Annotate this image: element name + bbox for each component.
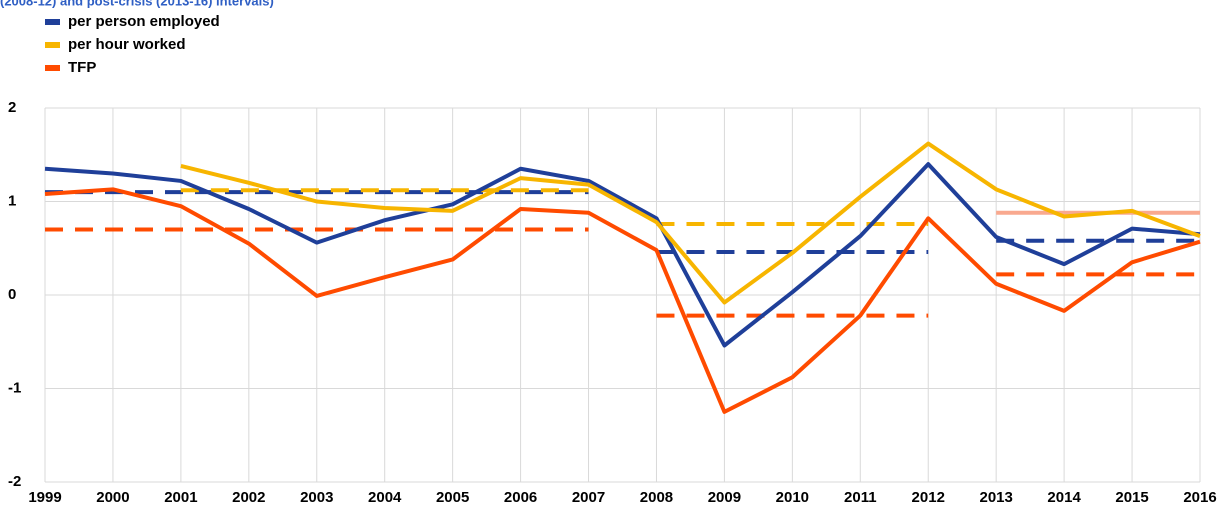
y-tick-label: -1 (8, 379, 21, 396)
x-tick-label: 2005 (436, 489, 469, 506)
x-tick-label: 2008 (640, 489, 673, 506)
x-tick-label: 2004 (368, 489, 402, 506)
series-line (44, 162, 1201, 348)
series-line (180, 141, 1201, 305)
x-tick-label: 2014 (1047, 489, 1081, 506)
series-line (44, 187, 1201, 414)
x-tick-label: 1999 (28, 489, 61, 506)
x-tick-label: 2013 (979, 489, 1012, 506)
x-tick-label: 2007 (572, 489, 605, 506)
x-tick-label: 2002 (232, 489, 265, 506)
x-tick-label: 2015 (1115, 489, 1148, 506)
x-tick-label: 2016 (1183, 489, 1216, 506)
x-tick-label: 2006 (504, 489, 537, 506)
x-tick-label: 2011 (844, 489, 877, 506)
legend-label: TFP (68, 59, 96, 76)
legend-label: per hour worked (68, 36, 186, 53)
x-tick-label: 2003 (300, 489, 333, 506)
x-tick-label: 2009 (708, 489, 741, 506)
x-tick-label: 2000 (96, 489, 129, 506)
chart-subtitle: (2008-12) and post-crisis (2013-16) inte… (0, 0, 274, 8)
y-tick-label: 0 (8, 286, 16, 303)
y-tick-label: -2 (8, 473, 21, 490)
x-tick-label: 2010 (776, 489, 809, 506)
x-tick-label: 2001 (164, 489, 197, 506)
y-tick-label: 2 (8, 99, 16, 116)
y-tick-label: 1 (8, 192, 16, 209)
x-tick-label: 2012 (912, 489, 945, 506)
legend-label: per person employed (68, 13, 220, 30)
